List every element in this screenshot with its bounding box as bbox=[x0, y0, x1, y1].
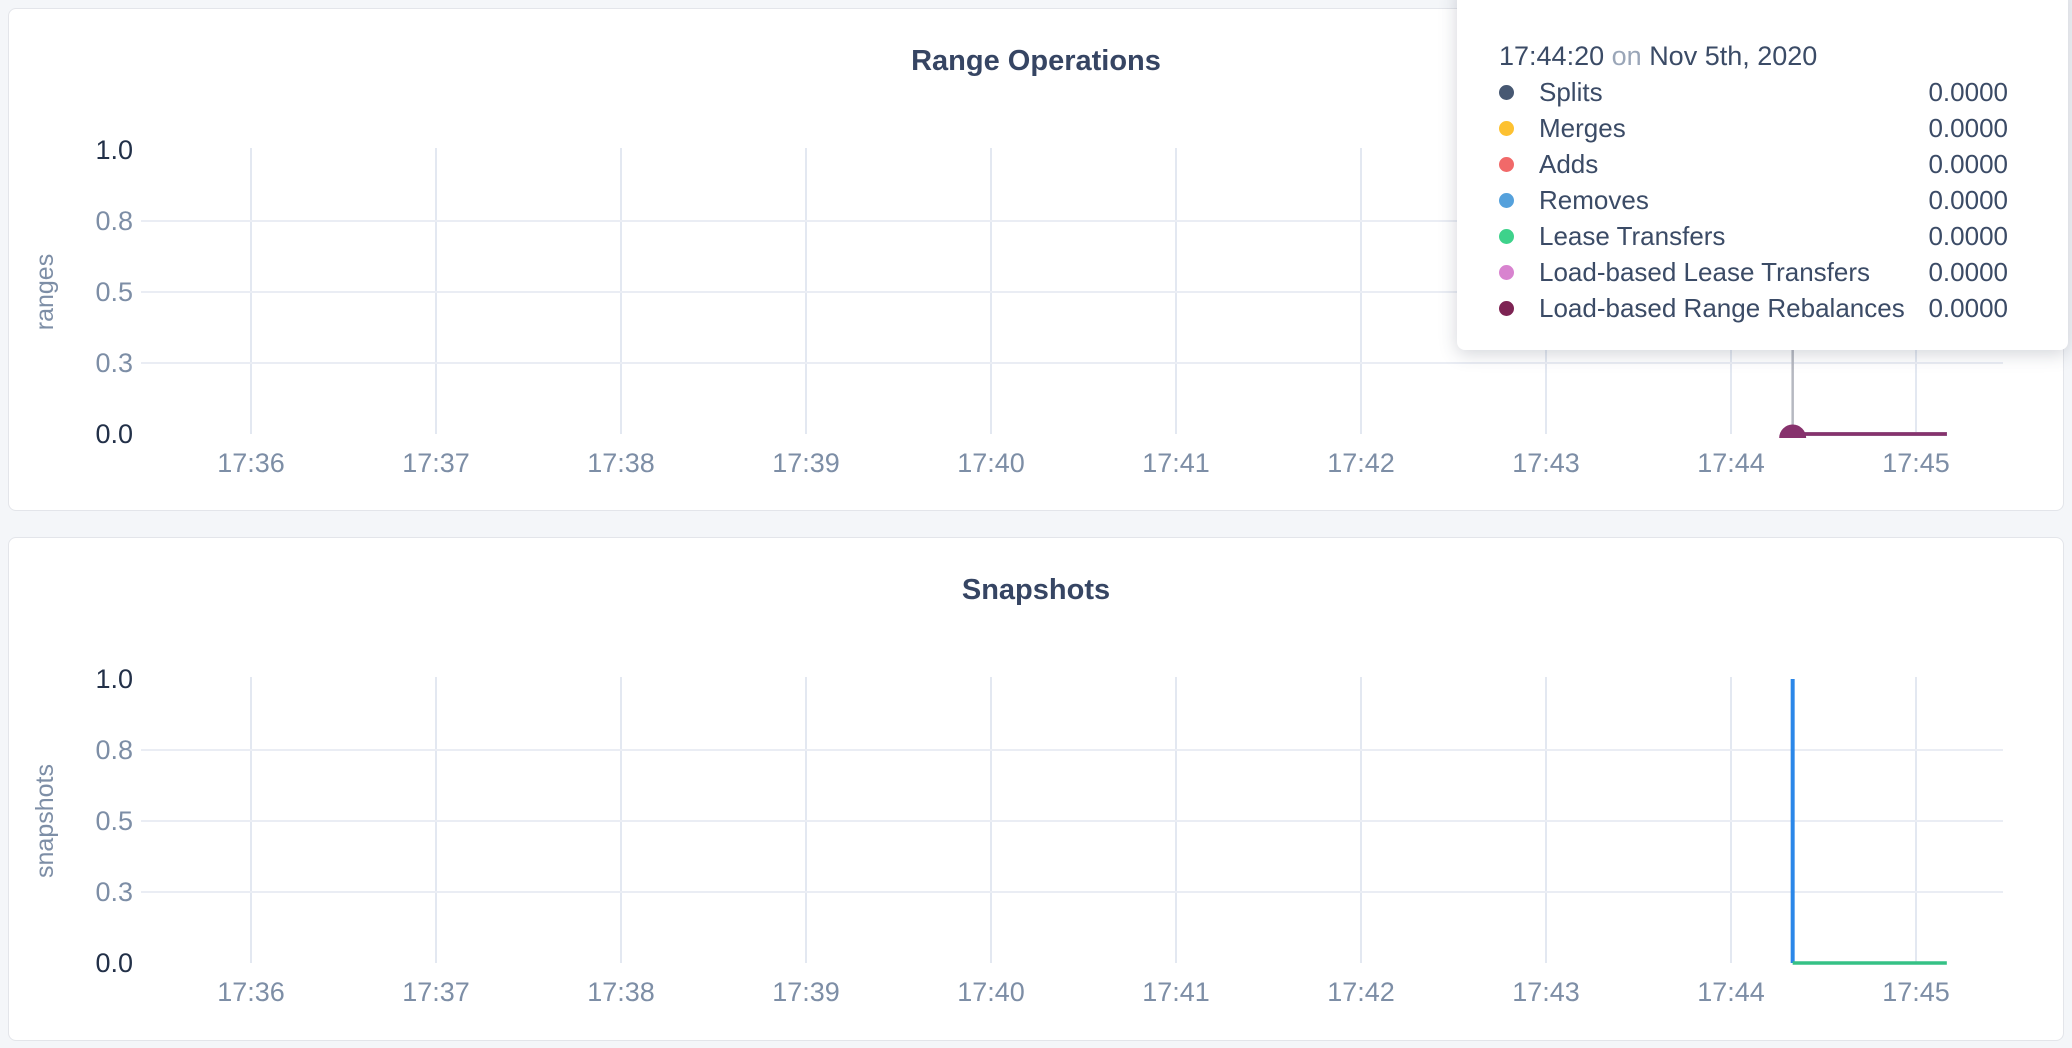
x-axis-tick-label: 17:45 bbox=[1882, 977, 1950, 1007]
y-axis-tick-label: 0.8 bbox=[95, 735, 133, 765]
tooltip-series-row: Removes 0.0000 bbox=[1499, 182, 2008, 218]
y-axis-tick-label: 1.0 bbox=[95, 135, 133, 165]
hover-point-dot bbox=[1779, 424, 1807, 438]
x-axis-tick-label: 17:43 bbox=[1512, 448, 1580, 478]
y-axis-tick-label: 0.5 bbox=[95, 277, 133, 307]
y-axis-tick-label: 0.3 bbox=[95, 877, 133, 907]
x-axis-tick-label: 17:40 bbox=[957, 977, 1025, 1007]
series-value: 0.0000 bbox=[1928, 256, 2008, 287]
x-axis-tick-label: 17:42 bbox=[1327, 977, 1395, 1007]
series-value: 0.0000 bbox=[1928, 148, 2008, 179]
series-value: 0.0000 bbox=[1928, 184, 2008, 215]
x-axis-tick-label: 17:45 bbox=[1882, 448, 1950, 478]
series-color-dot bbox=[1499, 120, 1514, 136]
x-axis-tick-label: 17:44 bbox=[1697, 977, 1765, 1007]
x-axis-tick-label: 17:42 bbox=[1327, 448, 1395, 478]
x-axis-tick-label: 17:38 bbox=[587, 977, 655, 1007]
tooltip-series-row: Splits 0.0000 bbox=[1499, 74, 2008, 110]
series-value: 0.0000 bbox=[1928, 76, 2008, 107]
x-axis-tick-label: 17:37 bbox=[402, 448, 470, 478]
series-label: Merges bbox=[1539, 112, 1626, 143]
chart-title: Range Operations bbox=[911, 45, 1161, 77]
series-label: Adds bbox=[1539, 148, 1599, 179]
tooltip-series-row: Merges 0.0000 bbox=[1499, 110, 2008, 146]
series-label: Lease Transfers bbox=[1539, 220, 1726, 251]
series-value: 0.0000 bbox=[1928, 112, 2008, 143]
chart-card-snapshots: Snapshots snapshots 1.0 0.8 0.5 0.3 0.0 … bbox=[8, 537, 2064, 1041]
series-value: 0.0000 bbox=[1928, 292, 2008, 323]
chart-title: Snapshots bbox=[961, 574, 1111, 606]
x-axis-tick-label: 17:40 bbox=[957, 448, 1025, 478]
x-axis-tick-label: 17:43 bbox=[1512, 977, 1580, 1007]
tooltip-series-row: Load-based Lease Transfers 0.0000 bbox=[1499, 254, 2008, 290]
y-axis-tick-label: 0.8 bbox=[95, 206, 133, 236]
x-axis-tick-label: 17:39 bbox=[772, 977, 840, 1007]
series-color-dot bbox=[1499, 300, 1514, 316]
y-axis-tick-label: 0.5 bbox=[95, 806, 133, 836]
x-axis-tick-label: 17:36 bbox=[217, 977, 285, 1007]
series-color-dot bbox=[1499, 192, 1514, 208]
x-axis-tick-label: 17:38 bbox=[587, 448, 655, 478]
series-color-dot bbox=[1499, 228, 1514, 244]
series-label: Removes bbox=[1539, 184, 1649, 215]
y-axis-tick-label: 0.0 bbox=[95, 948, 133, 978]
tooltip-series-row: Load-based Range Rebalances 0.0000 bbox=[1499, 290, 2008, 326]
x-axis-tick-label: 17:41 bbox=[1142, 977, 1210, 1007]
x-axis-tick-label: 17:37 bbox=[402, 977, 470, 1007]
y-axis-tick-label: 1.0 bbox=[95, 664, 133, 694]
y-axis-tick-label: 0.0 bbox=[95, 419, 133, 449]
series-color-dot bbox=[1499, 264, 1514, 280]
series-value: 0.0000 bbox=[1928, 220, 2008, 251]
series-color-dot bbox=[1499, 84, 1514, 100]
x-axis-tick-label: 17:44 bbox=[1697, 448, 1765, 478]
x-axis-tick-label: 17:39 bbox=[772, 448, 840, 478]
tooltip-timestamp: 17:44:20 on Nov 5th, 2020 bbox=[1499, 40, 2008, 72]
tooltip-preposition: on bbox=[1611, 41, 1642, 71]
x-axis-tick-label: 17:41 bbox=[1142, 448, 1210, 478]
tooltip-date: Nov 5th, 2020 bbox=[1649, 41, 1818, 71]
x-axis-tick-label: 17:36 bbox=[217, 448, 285, 478]
tooltip-series-row: Adds 0.0000 bbox=[1499, 146, 2008, 182]
tooltip-time: 17:44:20 bbox=[1499, 41, 1605, 71]
chart-hover-tooltip: 17:44:20 on Nov 5th, 2020 Splits 0.0000 … bbox=[1457, 0, 2068, 350]
series-label: Load-based Range Rebalances bbox=[1539, 292, 1905, 323]
y-axis-tick-label: 0.3 bbox=[95, 348, 133, 378]
series-label: Load-based Lease Transfers bbox=[1539, 256, 1870, 287]
tooltip-series-list: Splits 0.0000 Merges 0.0000 Adds 0.0000 … bbox=[1499, 74, 2008, 326]
series-label: Splits bbox=[1539, 76, 1603, 107]
tooltip-series-row: Lease Transfers 0.0000 bbox=[1499, 218, 2008, 254]
plot-area[interactable] bbox=[9, 538, 2063, 1040]
series-color-dot bbox=[1499, 156, 1514, 172]
